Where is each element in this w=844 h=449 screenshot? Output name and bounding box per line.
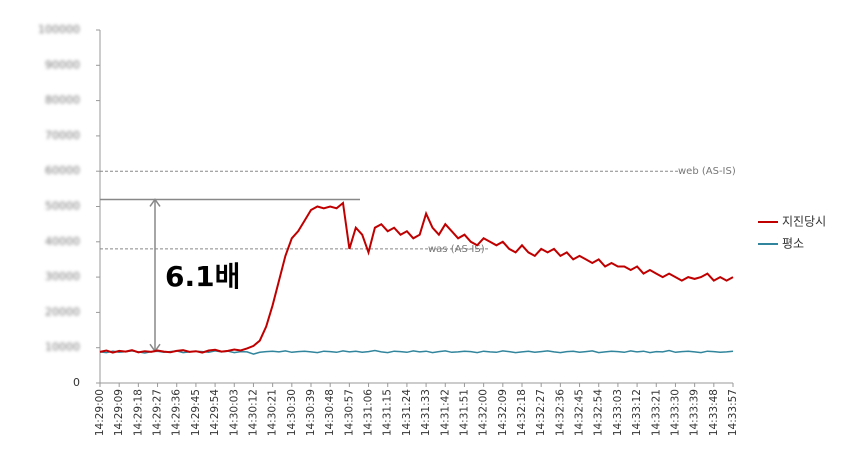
x-tick-label: 14:32:27 — [535, 389, 547, 436]
y-tick-label: 50000 — [45, 200, 80, 213]
x-tick-label: 14:29:00 — [94, 389, 106, 436]
y-tick-label: 90000 — [45, 58, 80, 71]
x-tick-label: 14:30:39 — [305, 389, 317, 436]
x-tick-label: 14:32:45 — [574, 389, 586, 436]
annotation-text: 6.1배 — [165, 260, 240, 293]
x-tick-label: 14:31:42 — [439, 389, 451, 436]
legend-label: 지진당시 — [782, 215, 826, 229]
x-tick-label: 14:30:12 — [247, 389, 259, 436]
arrow-head — [149, 198, 161, 207]
y-tick-label: 70000 — [45, 129, 80, 142]
y-tick-label: 100000 — [38, 23, 80, 36]
x-tick-label: 14:33:48 — [708, 389, 720, 436]
series-line — [99, 201, 734, 354]
x-tick-label: 14:33:30 — [669, 389, 681, 436]
x-tick-label: 14:31:15 — [382, 389, 394, 436]
x-tick-label: 14:31:33 — [420, 389, 432, 436]
x-tick-label: 14:33:03 — [612, 389, 624, 436]
x-tick-label: 14:29:45 — [190, 389, 202, 436]
x-tick-label: 14:29:36 — [171, 389, 183, 436]
x-tick-label: 14:33:12 — [631, 389, 643, 436]
x-tick-label: 14:31:24 — [401, 389, 413, 436]
reference-label: was (AS-IS) — [428, 244, 485, 255]
x-tick-label: 14:29:18 — [132, 389, 144, 436]
x-tick-label: 14:32:09 — [497, 389, 509, 436]
x-tick-label: 14:30:48 — [324, 389, 336, 436]
x-tick-label: 14:30:57 — [343, 389, 355, 436]
x-tick-label: 14:29:09 — [113, 389, 125, 436]
x-tick-label: 14:33:21 — [650, 389, 662, 436]
y-tick-label: 40000 — [45, 235, 80, 248]
x-tick-label: 14:32:36 — [554, 389, 566, 436]
x-tick-label: 14:32:18 — [516, 389, 528, 436]
x-tick-label: 14:31:51 — [458, 389, 470, 436]
y-tick-label: 60000 — [45, 164, 80, 177]
y-tick-label: 80000 — [45, 94, 80, 107]
x-tick-label: 14:33:57 — [727, 389, 739, 436]
x-tick-label: 14:32:00 — [478, 389, 490, 436]
x-tick-label: 14:32:54 — [593, 389, 605, 436]
y-tick-label: 20000 — [45, 305, 80, 318]
x-tick-label: 14:30:03 — [228, 389, 240, 436]
y-tick-label: 10000 — [45, 341, 80, 354]
legend-label: 평소 — [782, 237, 804, 251]
x-tick-label: 14:30:30 — [286, 389, 298, 436]
x-tick-label: 14:30:21 — [267, 389, 279, 436]
x-tick-label: 14:33:39 — [689, 389, 701, 436]
y-tick-label: 0 — [73, 376, 80, 389]
y-tick-label: 30000 — [45, 270, 80, 283]
x-tick-label: 14:29:54 — [209, 389, 221, 436]
reference-label: web (AS-IS) — [678, 166, 736, 177]
x-tick-label: 14:29:27 — [152, 389, 164, 436]
x-tick-label: 14:31:06 — [363, 389, 375, 436]
